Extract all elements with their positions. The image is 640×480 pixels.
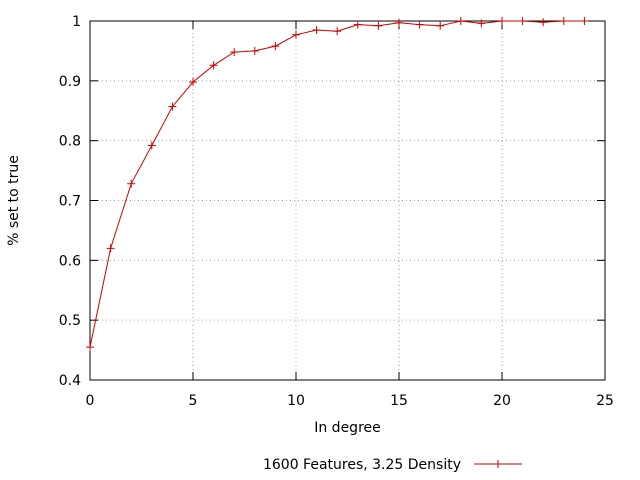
x-tick-label: 5 xyxy=(189,393,198,409)
y-tick-label: 0.5 xyxy=(59,313,81,329)
data-point xyxy=(312,25,321,34)
data-point xyxy=(436,21,445,30)
y-tick-label: 1 xyxy=(72,14,81,30)
series-lines xyxy=(86,17,589,352)
data-point xyxy=(333,27,342,36)
data-point xyxy=(209,61,218,70)
grid-lines xyxy=(90,21,605,380)
data-point xyxy=(374,21,383,30)
y-axis-title: % set to true xyxy=(6,155,22,246)
legend-marker xyxy=(494,460,502,468)
y-tick-label: 0.7 xyxy=(59,194,81,210)
plot-area-frame xyxy=(89,20,606,381)
legend-label: 1600 Features, 3.25 Density xyxy=(263,457,461,473)
data-point xyxy=(539,18,548,27)
data-point xyxy=(456,17,465,25)
data-point xyxy=(292,30,300,39)
data-point xyxy=(559,17,568,25)
data-point xyxy=(147,141,156,150)
y-tick-label: 0.8 xyxy=(59,134,81,150)
x-axis-title: In degree xyxy=(314,420,381,436)
data-point xyxy=(86,343,94,352)
data-point xyxy=(250,46,259,55)
data-point xyxy=(168,102,177,111)
y-tick-label: 0.4 xyxy=(59,373,81,389)
data-point xyxy=(395,18,403,27)
data-point xyxy=(477,19,486,28)
data-point xyxy=(106,244,115,253)
series-line xyxy=(89,20,585,348)
data-point xyxy=(353,20,362,29)
data-point xyxy=(127,179,136,188)
y-tick-label: 0.9 xyxy=(59,74,81,90)
y-tick-label: 0.6 xyxy=(59,253,81,269)
data-point xyxy=(518,17,527,25)
x-tick-label: 10 xyxy=(287,393,305,409)
x-tick-label: 15 xyxy=(390,393,408,409)
x-tick-label: 25 xyxy=(596,393,614,409)
x-tick-label: 0 xyxy=(86,393,95,409)
data-point xyxy=(271,42,280,51)
data-point xyxy=(415,20,424,29)
axis-ticks: 0.40.50.60.70.80.910 5 10 15 20 25 xyxy=(59,14,614,409)
data-point xyxy=(498,17,506,25)
legend: 1600 Features, 3.25 Density xyxy=(263,457,522,473)
data-point xyxy=(580,17,589,25)
x-tick-label: 20 xyxy=(493,393,511,409)
data-point xyxy=(230,48,239,57)
data-point xyxy=(189,78,197,87)
